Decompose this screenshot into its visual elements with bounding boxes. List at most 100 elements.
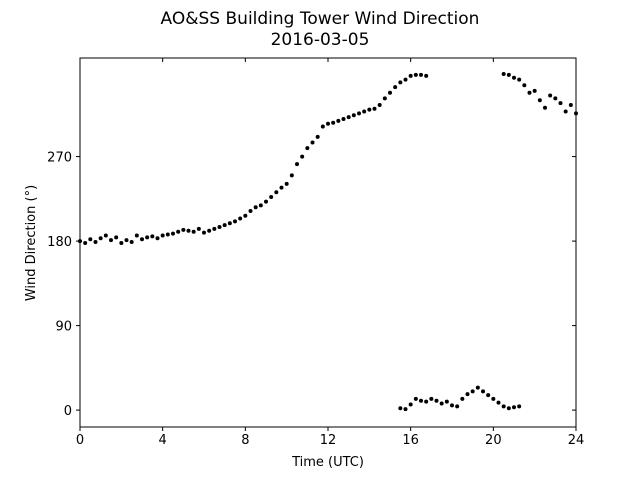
data-point	[548, 93, 553, 98]
data-point	[341, 117, 346, 122]
data-point	[506, 406, 511, 411]
data-point	[124, 238, 129, 243]
x-tick-label: 20	[485, 433, 502, 448]
data-point	[227, 221, 232, 226]
data-point	[310, 140, 315, 145]
data-point	[465, 392, 470, 397]
data-point	[258, 203, 263, 208]
data-point	[217, 225, 222, 230]
x-axis-label: Time (UTC)	[291, 455, 364, 470]
data-point	[460, 396, 465, 401]
data-point	[377, 102, 382, 107]
y-tick-label: 180	[47, 235, 72, 250]
data-point	[196, 226, 201, 231]
x-tick-label: 0	[76, 433, 84, 448]
data-point	[455, 404, 460, 409]
data-point	[553, 96, 558, 101]
data-point	[248, 209, 253, 214]
data-point	[140, 237, 144, 242]
data-point	[150, 234, 155, 239]
data-point	[501, 404, 506, 409]
data-point	[398, 406, 403, 411]
data-point	[532, 88, 537, 93]
y-tick-label: 270	[47, 151, 72, 166]
x-tick-label: 8	[241, 433, 249, 448]
data-point	[413, 396, 418, 401]
data-point	[284, 181, 289, 186]
data-point	[388, 90, 392, 95]
data-point	[176, 229, 181, 234]
data-point	[233, 219, 237, 224]
data-point	[470, 389, 475, 394]
data-point	[382, 96, 387, 101]
data-point	[326, 121, 330, 126]
y-tick-label: 0	[64, 404, 72, 419]
data-point	[238, 216, 243, 221]
data-point	[103, 233, 108, 238]
data-point	[129, 240, 134, 245]
data-point	[160, 233, 165, 238]
data-point	[357, 111, 361, 116]
data-point	[295, 162, 299, 167]
data-point	[486, 393, 491, 398]
data-point	[279, 185, 284, 190]
data-point	[243, 213, 248, 218]
data-point	[222, 223, 227, 228]
data-point	[475, 385, 480, 390]
y-axis-label: Wind Direction (°)	[24, 185, 39, 301]
data-point	[434, 398, 439, 403]
data-point	[78, 239, 82, 244]
data-point	[403, 407, 408, 412]
data-point	[419, 398, 423, 403]
data-point	[134, 233, 139, 238]
data-point	[408, 402, 413, 407]
data-point	[512, 405, 516, 410]
data-point	[403, 77, 408, 82]
data-point	[408, 73, 413, 78]
data-point	[537, 98, 542, 103]
data-point	[367, 107, 372, 112]
data-point	[517, 77, 522, 82]
data-point	[522, 83, 527, 88]
data-point	[362, 109, 367, 114]
x-tick-label: 4	[159, 433, 167, 448]
data-point	[165, 232, 170, 237]
data-point	[83, 240, 88, 245]
data-point	[93, 240, 98, 245]
data-point	[501, 71, 506, 76]
data-point	[439, 401, 444, 406]
data-point	[424, 73, 429, 78]
data-point	[253, 205, 258, 210]
data-point	[563, 109, 568, 114]
data-point	[114, 235, 119, 240]
data-point	[419, 72, 423, 77]
data-point	[202, 230, 206, 235]
data-point	[393, 85, 398, 90]
y-tick-label: 90	[55, 320, 72, 335]
data-point	[527, 90, 532, 95]
data-point	[331, 120, 336, 125]
chart-subtitle: 2016-03-05	[271, 30, 370, 50]
data-point	[264, 199, 268, 204]
data-point	[181, 227, 186, 232]
data-point	[191, 229, 196, 234]
data-point	[444, 399, 449, 404]
data-point	[119, 240, 124, 245]
x-tick-label: 12	[320, 433, 337, 448]
data-point	[413, 72, 418, 77]
data-point	[186, 228, 191, 233]
data-point	[305, 146, 310, 151]
data-point	[155, 236, 160, 241]
data-point	[481, 389, 485, 394]
data-point	[372, 106, 377, 111]
data-point	[98, 236, 103, 241]
data-point	[274, 190, 279, 195]
x-tick-label: 16	[402, 433, 419, 448]
data-point	[450, 403, 454, 408]
data-point	[207, 228, 212, 233]
data-point	[300, 154, 305, 159]
data-point	[506, 72, 511, 77]
data-point	[88, 237, 93, 242]
